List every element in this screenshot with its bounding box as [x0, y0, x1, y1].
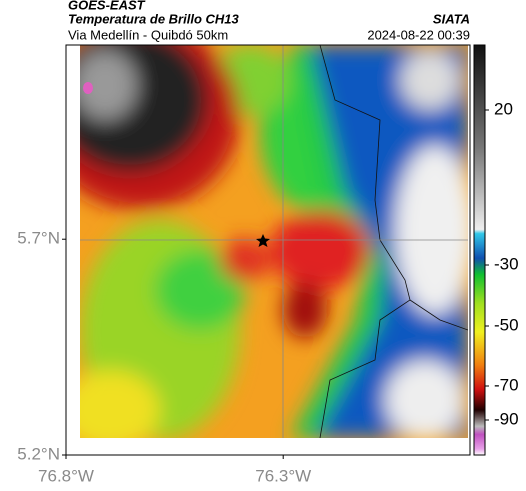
product: Temperatura de Brillo CH13 — [68, 11, 240, 26]
y-tick-label: 5.7°N — [17, 229, 60, 248]
x-tick-label: 76.8°W — [38, 466, 94, 485]
satellite: GOES-EAST — [68, 0, 146, 12]
y-tick-label: 5.2°N — [17, 444, 60, 463]
ticks: 76.8°W 76.3°W 5.7°N 5.2°N 20 -30 -50 -70 -90 — [17, 99, 518, 485]
location: Via Medellín - Quibdó 50km — [68, 27, 228, 42]
x-tick-label: 76.3°W — [255, 466, 311, 485]
colorbar-tick-label: -90 — [494, 409, 519, 428]
agency: SIATA — [433, 11, 470, 26]
colorbar-tick-label: 20 — [494, 99, 513, 118]
colorbar — [473, 44, 486, 456]
brightness-raster — [80, 45, 468, 438]
datetime: 2024-08-22 00:39 — [367, 27, 470, 42]
colorbar-tick-label: -70 — [494, 375, 519, 394]
colorbar-tick-label: -50 — [494, 315, 519, 334]
colorbar-tick-label: -30 — [494, 254, 519, 273]
map-frame — [65, 44, 471, 456]
